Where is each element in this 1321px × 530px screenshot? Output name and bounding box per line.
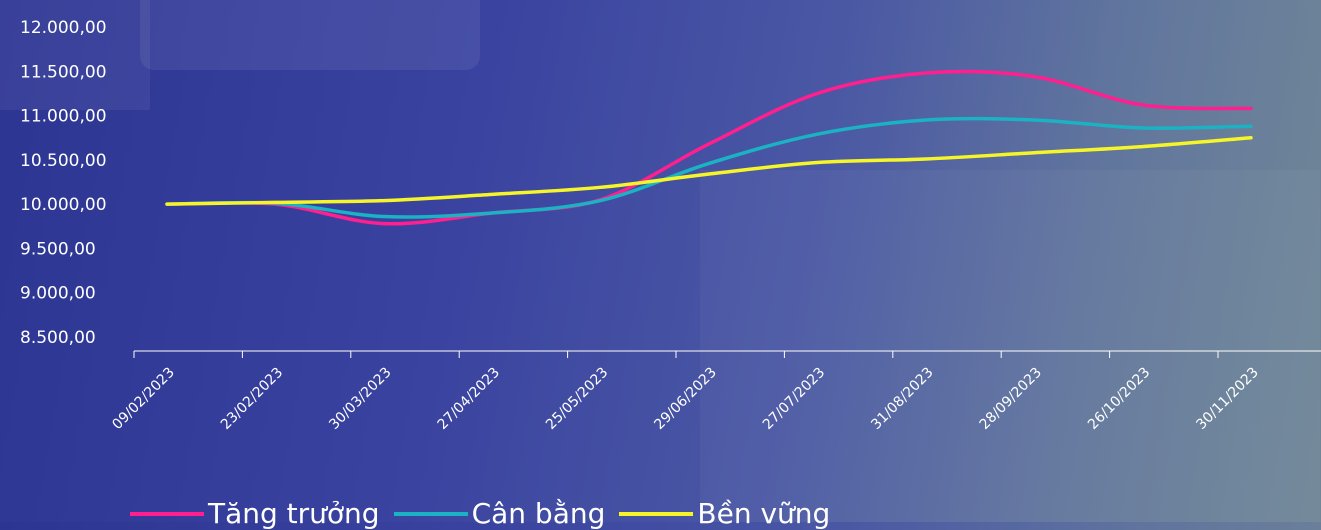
y-tick-label: 11.000,00 bbox=[20, 107, 107, 127]
series-line-tang-truong bbox=[165, 69, 1253, 226]
legend-label: Cân bằng bbox=[471, 497, 606, 530]
legend-swatch bbox=[619, 511, 694, 516]
x-tick-label: 31/08/2023 bbox=[868, 365, 936, 433]
y-tick-label: 10.000,00 bbox=[20, 195, 107, 215]
x-tick-label: 25/05/2023 bbox=[543, 365, 611, 433]
series-line-can-bang bbox=[165, 116, 1253, 219]
y-tick-label: 10.500,00 bbox=[20, 151, 107, 171]
legend-item-ben-vung: Bền vững bbox=[619, 497, 830, 530]
chart-legend: Tăng trưởng Cân bằng Bền vững bbox=[130, 497, 844, 530]
x-tick-label: 29/06/2023 bbox=[651, 365, 719, 433]
x-tick-label: 09/02/2023 bbox=[109, 365, 177, 433]
legend-item-tang-truong: Tăng trưởng bbox=[130, 497, 380, 530]
y-tick-label: 9.500,00 bbox=[20, 239, 96, 259]
legend-swatch bbox=[130, 511, 204, 516]
x-tick-label: 26/10/2023 bbox=[1085, 365, 1153, 433]
x-tick-label: 30/03/2023 bbox=[326, 365, 394, 433]
y-tick-label: 9.000,00 bbox=[20, 284, 96, 304]
y-tick-label: 11.500,00 bbox=[20, 62, 107, 82]
series-line-ben-vung bbox=[165, 135, 1253, 206]
x-tick-label: 23/02/2023 bbox=[218, 365, 286, 433]
legend-swatch bbox=[393, 511, 468, 516]
y-tick-label: 12.000,00 bbox=[20, 18, 107, 38]
x-tick-label: 27/04/2023 bbox=[435, 365, 503, 433]
x-tick-label: 28/09/2023 bbox=[977, 365, 1045, 433]
x-tick-label: 27/07/2023 bbox=[760, 365, 828, 433]
y-tick-label: 8.500,00 bbox=[20, 328, 96, 348]
legend-label: Bền vững bbox=[697, 497, 831, 530]
x-tick-label: 30/11/2023 bbox=[1193, 365, 1261, 433]
legend-label: Tăng trưởng bbox=[208, 497, 380, 530]
legend-item-can-bang: Cân bằng bbox=[393, 497, 606, 530]
